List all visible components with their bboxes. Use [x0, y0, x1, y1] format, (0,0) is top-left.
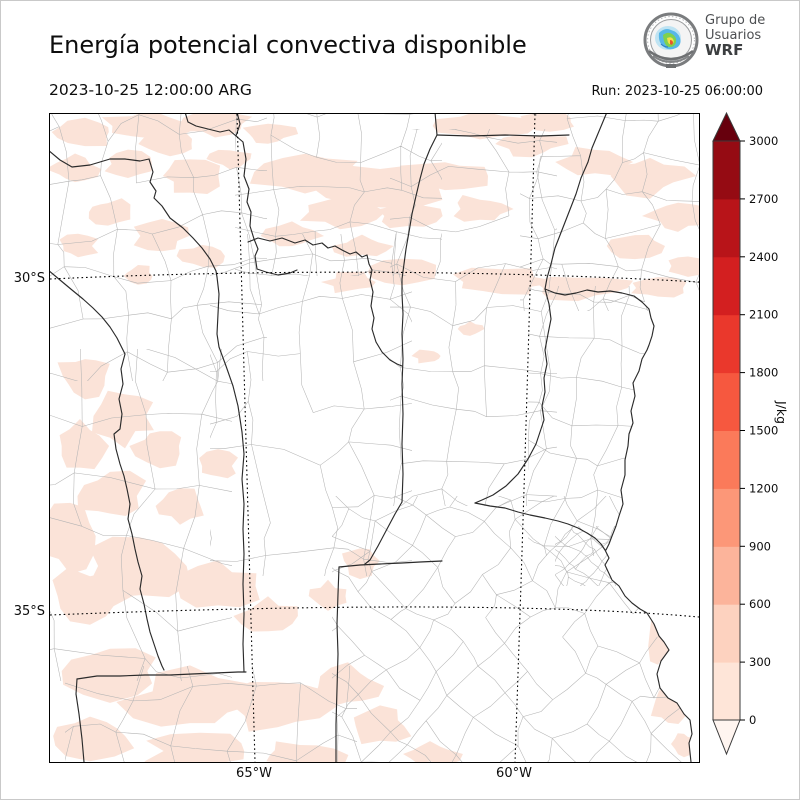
colorbar-tick-label: 0 — [749, 713, 756, 727]
colorbar-segment — [713, 314, 740, 374]
colorbar-segment — [713, 604, 740, 663]
map-canvas — [50, 114, 699, 762]
colorbar-tick-label: 2400 — [749, 250, 778, 264]
y-tick-label-35s: 35°S — [13, 604, 45, 619]
x-tick-label-60w: 60°W — [496, 766, 532, 781]
rio-de-la-plata-area — [605, 550, 699, 762]
province-boundaries-layer — [50, 114, 693, 762]
colorbar-tick-label: 600 — [749, 597, 771, 611]
colorbar-unit-label: J/kg — [774, 401, 789, 425]
colorbar-segment — [713, 430, 740, 489]
valid-time-label: 2023-10-25 12:00:00 ARG — [49, 81, 252, 99]
department-boundaries-layer — [50, 114, 699, 762]
colorbar-segment — [713, 198, 740, 258]
colorbar-segment — [713, 141, 740, 200]
colorbar-tick-label: 2700 — [749, 192, 778, 206]
colorbar-segment — [713, 372, 740, 431]
y-tick-label-30s: 30°S — [13, 271, 45, 286]
map-frame — [49, 113, 700, 763]
gridline-65w — [236, 114, 256, 762]
uruguay-blank-area — [606, 302, 699, 550]
colorbar-segment — [713, 662, 740, 721]
colorbar-tick-label: 2100 — [749, 308, 778, 322]
colorbar-segment — [713, 546, 740, 605]
colorbar-tick-label: 300 — [749, 655, 771, 669]
colorbar-tick-label: 1200 — [749, 481, 778, 495]
colorbar-tick-label: 900 — [749, 539, 771, 553]
run-time-label: Run: 2023-10-25 06:00:00 — [591, 84, 763, 99]
x-tick-label-65w: 65°W — [236, 766, 272, 781]
logo-text-line2: Usuarios — [705, 28, 762, 43]
logo-text-wrf: WRF — [705, 41, 744, 59]
colorbar: 0 300 600 900 1200 1500 1800 2100 2400 2700 3000 — [707, 105, 799, 765]
colorbar-segment — [713, 256, 740, 316]
logo-emblem-icon — [643, 12, 699, 68]
colorbar-tick-label: 3000 — [749, 134, 778, 148]
logo-text-line1: Grupo de — [705, 13, 766, 28]
wrf-users-group-logo: Grupo de Usuarios WRF — [641, 11, 797, 73]
colorbar-segment — [713, 488, 740, 547]
colorbar-tick-label: 1800 — [749, 366, 778, 380]
page-title: Energía potencial convectiva disponible — [49, 31, 527, 59]
cape-shading-layer — [50, 114, 699, 762]
gridline-60w — [514, 114, 536, 762]
graticule-layer — [50, 114, 699, 762]
gridline-30s — [50, 271, 699, 283]
colorbar-canvas: 0 300 600 900 1200 1500 1800 2100 2400 2700 3000 — [712, 111, 778, 756]
colorbar-tick-label: 1500 — [749, 424, 778, 438]
